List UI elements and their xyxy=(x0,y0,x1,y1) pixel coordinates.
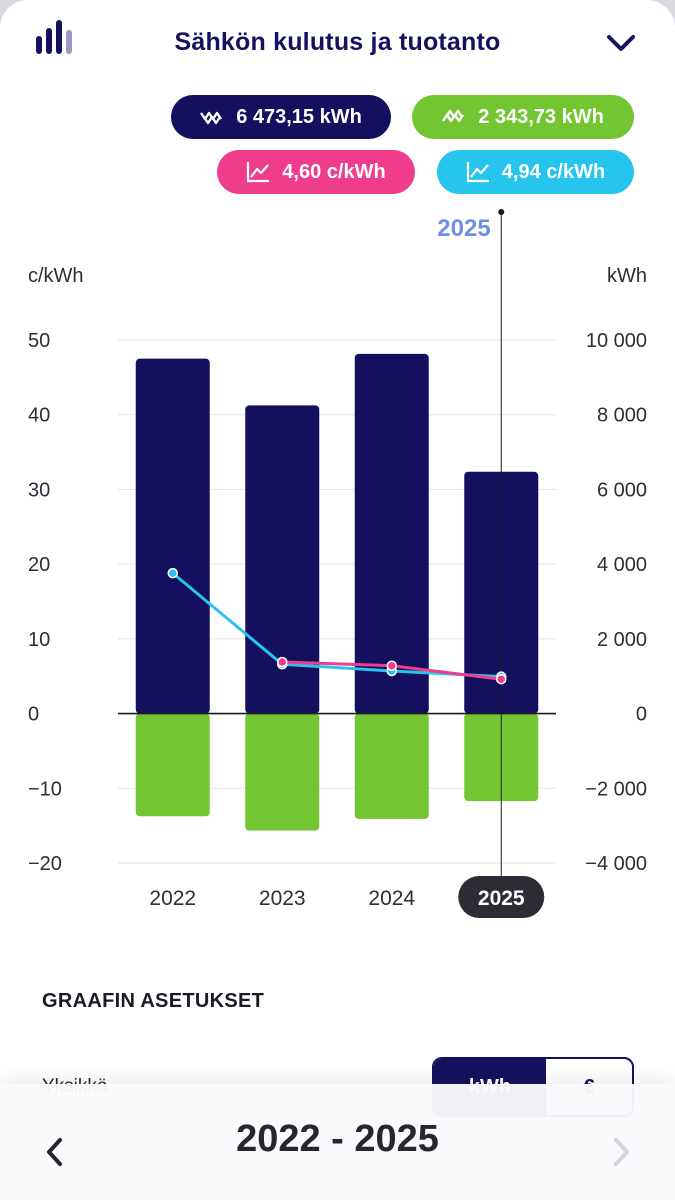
production-bar-2024[interactable] xyxy=(354,713,429,819)
period-footer: 2022 - 2025 xyxy=(0,1084,675,1200)
chevron-right-icon xyxy=(614,1138,629,1166)
consumption-bar-2024[interactable] xyxy=(354,353,429,714)
right-tick-label: −4 000 xyxy=(585,853,647,875)
consumption-bar-2022[interactable] xyxy=(135,358,210,714)
price-pink-value: 4,60 c/kWh xyxy=(282,160,386,183)
price_pink-point[interactable] xyxy=(386,660,397,672)
category-label-2024[interactable]: 2024 xyxy=(368,887,415,910)
price_pink-point[interactable] xyxy=(277,656,288,668)
left-axis-label: c/kWh xyxy=(28,265,84,287)
left-tick-label: 10 xyxy=(28,629,50,651)
chart-settings-heading: GRAAFIN ASETUKSET xyxy=(42,990,265,1012)
price_blue-line xyxy=(171,571,502,679)
chevron-down-icon[interactable] xyxy=(604,30,638,56)
period-range: 2022 - 2025 xyxy=(236,1118,439,1160)
category-label-2025[interactable]: 2025 xyxy=(478,887,525,910)
price-trend-icon xyxy=(466,162,489,183)
chevron-left-icon[interactable] xyxy=(40,1134,70,1170)
bar-chart-icon xyxy=(36,20,72,54)
production-bar-2022[interactable] xyxy=(135,713,210,817)
category-label-2022[interactable]: 2022 xyxy=(149,887,196,910)
left-tick-label: −20 xyxy=(28,853,62,875)
energy-chart: c/kWh kWh 2025 50 10 000 40 8 000 30 6 000 20 4… xyxy=(28,209,647,918)
left-tick-label: 50 xyxy=(28,330,50,352)
price-pink-pill[interactable]: 4,60 c/kWh xyxy=(217,150,415,194)
consumption-total-pill[interactable]: 6 473,15 kWh xyxy=(171,95,391,139)
consumption-bar-2023[interactable] xyxy=(245,405,320,714)
page-title: Sähkön kulutus ja tuotanto xyxy=(174,28,501,56)
price-blue-pill[interactable]: 4,94 c/kWh xyxy=(437,150,634,194)
category-label-2023[interactable]: 2023 xyxy=(259,887,306,910)
production-total-pill[interactable]: 2 343,73 kWh xyxy=(412,95,634,139)
price_blue-point[interactable] xyxy=(167,567,178,579)
right-tick-label: 6 000 xyxy=(597,479,647,501)
production-bar-2023[interactable] xyxy=(245,713,320,831)
left-tick-label: 0 xyxy=(28,704,39,726)
selection-cursor-dot xyxy=(498,209,505,215)
price-blue-value: 4,94 c/kWh xyxy=(501,160,606,183)
selected-category-badge[interactable] xyxy=(458,876,545,918)
consumption-total-value: 6 473,15 kWh xyxy=(236,105,362,128)
right-tick-label: 0 xyxy=(636,704,647,726)
price_pink-point[interactable] xyxy=(496,673,507,685)
price-trend-icon xyxy=(247,162,270,183)
right-axis-label: kWh xyxy=(607,265,647,287)
right-tick-label: 10 000 xyxy=(586,330,647,352)
right-tick-label: 8 000 xyxy=(597,405,647,427)
left-tick-label: 40 xyxy=(28,405,50,427)
left-tick-label: 20 xyxy=(28,554,50,576)
production-total-value: 2 343,73 kWh xyxy=(478,105,604,128)
left-tick-label: −10 xyxy=(28,778,62,800)
left-tick-label: 30 xyxy=(28,479,50,501)
right-tick-label: 2 000 xyxy=(597,629,647,651)
production-wave-icon xyxy=(442,109,465,123)
selected-year-label: 2025 xyxy=(437,215,490,242)
right-tick-label: 4 000 xyxy=(597,554,647,576)
consumption-wave-icon xyxy=(200,111,223,125)
right-tick-label: −2 000 xyxy=(585,778,647,800)
